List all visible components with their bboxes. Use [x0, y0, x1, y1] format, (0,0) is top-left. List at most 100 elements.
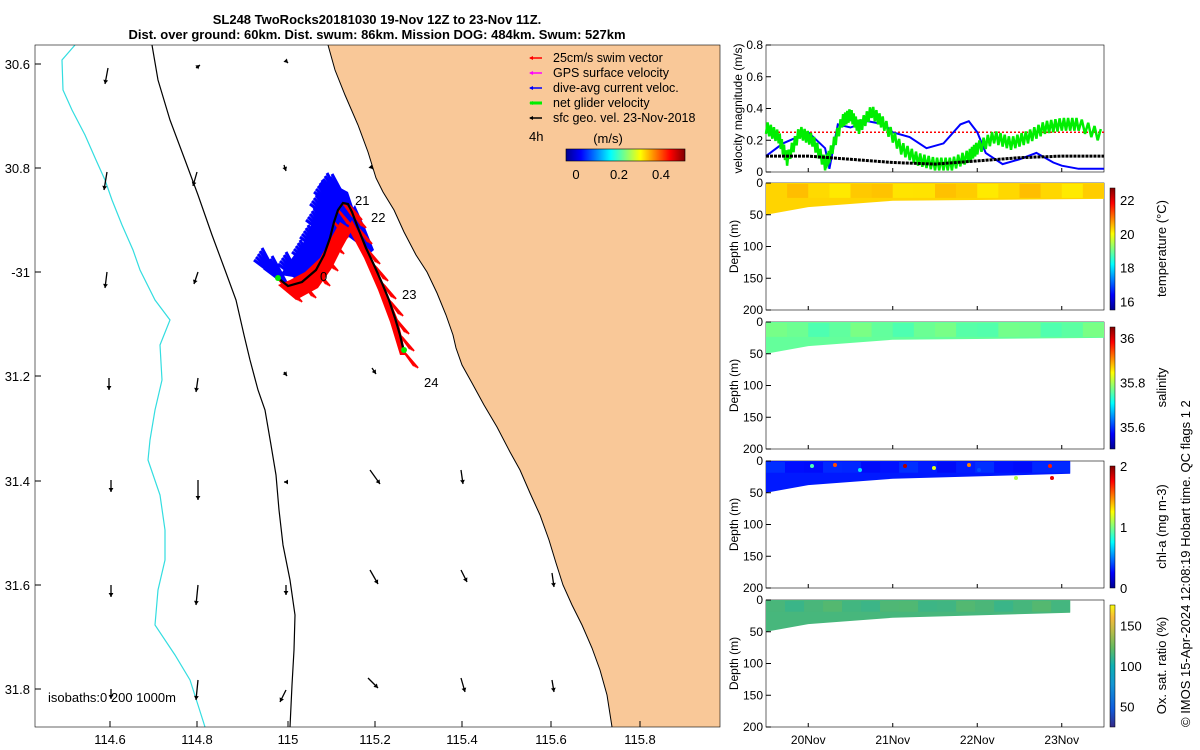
- section-data-cell: [1051, 601, 1071, 612]
- chl-a-sample-dot: [977, 468, 981, 472]
- section-data-cell: [785, 462, 805, 473]
- section-data-cell: [785, 601, 805, 612]
- title-line-1: SL248 TwoRocks20181030 19-Nov 12Z to 23-…: [212, 12, 542, 27]
- section-colorbar-label: Ox. sat. ratio (%): [1154, 617, 1169, 715]
- section-data-cell: [880, 462, 900, 473]
- section-chart-4: 0 50 100 150 200 Depth (m) 50 100 150 Ox. sat. ra…: [727, 593, 1169, 747]
- chl-a-sample-dot: [858, 468, 862, 472]
- map-ytick-label: 30.6: [5, 57, 30, 72]
- velocity-ytick-label: 0.8: [746, 38, 763, 52]
- section-colorbar-tick: 35.8: [1120, 375, 1145, 390]
- section-data-cell: [850, 184, 872, 198]
- day-label: 24: [424, 375, 438, 390]
- swim-vector: [383, 284, 397, 300]
- section-ytick-label: 200: [743, 581, 763, 595]
- section-data-cell: [975, 601, 995, 612]
- section-ylabel: Depth (m): [727, 637, 741, 690]
- section-colorbar-tick: 50: [1120, 700, 1134, 715]
- day-label: 22: [371, 210, 385, 225]
- section-data-cell: [1019, 323, 1041, 337]
- sfc-vector-arrow: [191, 171, 198, 187]
- section-data-cell: [1040, 323, 1062, 337]
- sfc-vector-arrow: [283, 58, 289, 64]
- section-data-cell: [1013, 462, 1033, 473]
- section-data-cell: [918, 601, 938, 612]
- isobath-200m: [151, 45, 296, 727]
- section-data-cell: [829, 184, 851, 198]
- velocity-series-sfc: [766, 154, 1104, 166]
- chl-a-sample-dot: [833, 463, 837, 467]
- section-data-cell: [937, 462, 957, 473]
- section-ylabel: Depth (m): [727, 359, 741, 412]
- time-xtick-label: 20Nov: [791, 733, 826, 747]
- sfc-vector-arrow: [283, 585, 289, 595]
- section-ytick-label: 50: [750, 208, 764, 222]
- section-colorbar-tick: 2: [1120, 459, 1127, 474]
- section-colorbar-tick: 36: [1120, 331, 1134, 346]
- sfc-vector-arrow: [194, 377, 199, 393]
- section-data-cell: [1082, 184, 1104, 198]
- map-frame: [34, 44, 721, 728]
- section-data-cell: [861, 601, 881, 612]
- map-xtick-label: 115: [278, 732, 299, 747]
- section-data-cell: [998, 184, 1020, 198]
- section-data-cell: [871, 184, 893, 198]
- section-data-cell: [766, 462, 786, 473]
- section-ylabel: Depth (m): [727, 498, 741, 551]
- glider-track: [253, 172, 419, 369]
- sfc-vector-arrow: [103, 67, 109, 85]
- section-colorbar-tick: 16: [1120, 295, 1134, 310]
- section-chart-2: 0 50 100 150 200 Depth (m) 35.6 35.8 36 salinity: [727, 315, 1169, 456]
- section-ytick-label: 150: [743, 549, 763, 563]
- swim-vector: [359, 229, 373, 245]
- map-xtick-label: 115.8: [624, 732, 656, 747]
- time-xtick-label: 22Nov: [960, 733, 995, 747]
- section-data-cell: [1061, 323, 1083, 337]
- isobath-0m: [327, 45, 613, 727]
- sfc-vector-arrow: [282, 371, 288, 377]
- section-chart-3: 0 50 100 150 200 Depth (m) 0 1 2 chl-a (mg m-3): [727, 454, 1169, 596]
- dive-velocity-cloud: [280, 185, 354, 278]
- glider-path-line: [277, 201, 406, 353]
- track-interval-label: 4h: [529, 129, 543, 144]
- sfc-vector-arrow: [369, 469, 381, 485]
- section-data-cell: [842, 601, 862, 612]
- legend-label: net glider velocity: [553, 96, 650, 110]
- sfc-vector-arrow: [460, 569, 468, 583]
- time-xtick-label: 21Nov: [875, 733, 910, 747]
- section-ytick-label: 50: [750, 625, 764, 639]
- section-ylabel: Depth (m): [727, 220, 741, 273]
- chl-a-sample-dot: [903, 464, 907, 468]
- chl-a-sample-dot: [932, 466, 936, 470]
- sfc-vector-arrow: [194, 584, 199, 606]
- speed-colorbar-tick: 0: [572, 167, 579, 182]
- section-data-cell: [994, 601, 1014, 612]
- legend-arrowhead: [529, 86, 533, 90]
- velocity-ytick-label: 0.2: [746, 133, 763, 147]
- section-data-cell: [994, 462, 1014, 473]
- section-data-cell: [913, 184, 935, 198]
- section-data-cell: [977, 323, 999, 337]
- section-colorbar-tick: 18: [1120, 261, 1134, 276]
- section-data-cell: [1040, 184, 1062, 198]
- sfc-vector-arrow: [284, 479, 288, 485]
- section-data-cell: [1051, 462, 1071, 473]
- section-data-cell: [956, 323, 978, 337]
- legend-label: 25cm/s swim vector: [553, 51, 663, 65]
- chl-a-sample-dot: [1014, 476, 1018, 480]
- map-xtick-label: 115.2: [359, 732, 391, 747]
- swim-vector: [405, 353, 419, 369]
- speed-colorbar: [565, 148, 686, 162]
- section-data-cell: [808, 323, 830, 337]
- legend-arrowhead: [529, 116, 533, 120]
- section-colorbar-label: temperature (°C): [1154, 200, 1169, 297]
- section-data-cell: [766, 323, 788, 337]
- swim-vector: [390, 301, 404, 317]
- section-data-cell: [899, 601, 919, 612]
- track-end-marker: [401, 347, 407, 353]
- credit-text: © IMOS 15-Apr-2024 12:08:19 Hobart time.…: [1178, 400, 1193, 727]
- day-label: 21: [355, 193, 369, 208]
- section-ytick-label: 50: [750, 347, 764, 361]
